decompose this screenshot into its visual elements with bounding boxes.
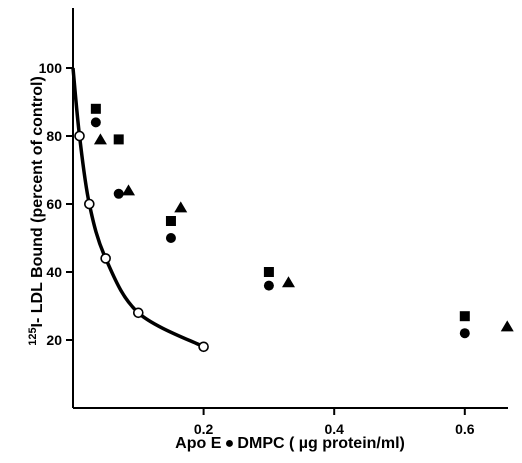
open-circle-point (133, 307, 144, 319)
x-axis-label: Apo E ● DMPC ( µg protein/ml) (175, 435, 405, 452)
y-axis-label-main: I- LDL Bound (percent of control) (29, 76, 46, 327)
y-tick-label: 100 (39, 60, 63, 76)
x-tick-label: 0.2 (194, 421, 214, 437)
filled-triangle-point (281, 276, 295, 288)
filled-triangle-point (93, 133, 107, 145)
fit-curves (71, 67, 205, 349)
x-axis-ticks: 0.2 0.4 0.6 (194, 408, 475, 437)
data-markers (74, 103, 514, 353)
filled-square-point (459, 311, 470, 322)
filled-circle-point (263, 280, 274, 291)
axes (72, 8, 508, 409)
y-tick-label: 20 (46, 332, 62, 348)
filled-circle-point (165, 233, 176, 243)
filled-square-point (165, 216, 176, 226)
filled-circle-point (90, 117, 101, 128)
filled-circle-point (459, 328, 470, 339)
y-tick-label: 60 (46, 196, 62, 212)
filled-triangle-point (174, 201, 188, 213)
y-tick-label: 80 (46, 128, 62, 144)
open-circle-point (74, 130, 85, 142)
fit-curve (71, 67, 205, 349)
filled-triangle-point (122, 184, 136, 196)
open-circle-point (84, 198, 95, 210)
y-tick-label: 40 (46, 264, 62, 280)
y-axis-label: 125I- LDL Bound (percent of control) (27, 76, 46, 346)
x-tick-label: 0.6 (455, 421, 475, 437)
filled-square-point (113, 134, 124, 145)
filled-circle-point (113, 188, 124, 199)
filled-square-point (263, 267, 274, 277)
x-tick-label: 0.4 (324, 421, 344, 437)
filled-square-point (90, 103, 101, 114)
open-circle-point (100, 253, 111, 264)
y-axis-label-superscript: 125 (27, 327, 39, 345)
filled-triangle-point (500, 320, 514, 332)
open-circle-point (198, 341, 209, 353)
y-axis-ticks: 20 40 60 80 100 (39, 60, 73, 348)
